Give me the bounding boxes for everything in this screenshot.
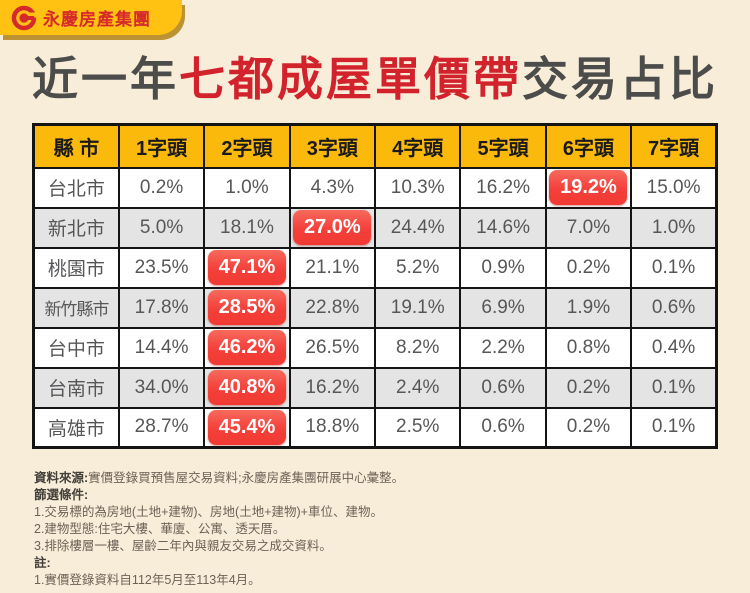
column-header-band2: 2字頭 xyxy=(203,123,291,169)
table-cell: 18.1% xyxy=(203,206,291,249)
table-cell: 17.8% xyxy=(117,286,206,329)
brand-logo-icon xyxy=(11,5,37,30)
filter-label: 篩選條件: xyxy=(34,488,89,502)
table-row-hsinchu: 新竹縣市 17.8% 28.5% 22.8% 19.1% 6.9% 1.9% 0… xyxy=(32,286,718,329)
brand-badge: 永慶房產集團 xyxy=(0,0,182,35)
table-row-taipei: 台北市 0.2% 1.0% 4.3% 10.3% 16.2% 19.2% 15.… xyxy=(32,166,718,209)
note-label: 註: xyxy=(34,556,51,570)
table-cell-highlighted: 28.5% xyxy=(203,286,291,329)
table-cell: 5.2% xyxy=(373,246,462,289)
table-row-taoyuan: 桃園市 23.5% 47.1% 21.1% 5.2% 0.9% 0.2% 0.1… xyxy=(32,246,718,289)
filter-item: 1.交易標的為房地(土地+建物)、房地(土地+建物)+車位、建物。 xyxy=(34,505,383,519)
note-label-line: 註: xyxy=(34,555,724,572)
table-cell: 10.3% xyxy=(373,166,462,209)
table-cell-highlighted: 45.4% xyxy=(203,406,291,449)
table-cell: 15.0% xyxy=(630,166,718,209)
table-cell: 22.8% xyxy=(288,286,377,329)
table-cell: 18.8% xyxy=(288,406,377,449)
table-cell: 34.0% xyxy=(117,366,206,409)
table-cell: 0.6% xyxy=(630,286,718,329)
page-title-emphasis: 七都成屋單價帶 xyxy=(179,53,522,105)
table-cell: 0.2% xyxy=(544,366,633,409)
page-title-prefix: 近一年 xyxy=(32,53,179,105)
table-cell: 0.2% xyxy=(544,246,633,289)
filter-item: 2.建物型態:住宅大樓、華廈、公寓、透天厝。 xyxy=(34,522,286,536)
table-cell-highlighted: 46.2% xyxy=(203,326,291,369)
table-cell: 14.4% xyxy=(117,326,206,369)
table-cell: 0.9% xyxy=(459,246,547,289)
row-header-city: 高雄市 xyxy=(32,406,120,449)
table-cell: 0.8% xyxy=(544,326,633,369)
table-row-tainan: 台南市 34.0% 40.8% 16.2% 2.4% 0.6% 0.2% 0.1… xyxy=(32,366,718,409)
table-cell: 28.7% xyxy=(117,406,206,449)
page-title-suffix: 交易占比 xyxy=(522,53,718,105)
table-cell: 7.0% xyxy=(544,206,633,249)
table-cell: 0.1% xyxy=(630,366,718,409)
table-cell: 1.0% xyxy=(630,206,718,249)
highlight-badge: 45.4% xyxy=(207,409,286,445)
table-cell: 0.6% xyxy=(459,406,547,449)
column-header-band7: 7字頭 xyxy=(630,123,718,169)
table-cell: 1.9% xyxy=(544,286,633,329)
price-band-table: 縣 市 1字頭 2字頭 3字頭 4字頭 5字頭 6字頭 7字頭 台北市 0.2%… xyxy=(32,123,718,449)
source-text: 實價登錄買預售屋交易資料;永慶房產集團研展中心彙整。 xyxy=(88,471,405,485)
table-cell-highlighted: 47.1% xyxy=(203,246,291,289)
table-cell: 2.4% xyxy=(373,366,462,409)
row-header-city: 台中市 xyxy=(32,326,120,369)
table-cell: 4.3% xyxy=(288,166,377,209)
row-header-city: 台北市 xyxy=(32,166,120,209)
table-cell: 19.1% xyxy=(373,286,462,329)
table-cell: 16.2% xyxy=(459,166,547,209)
table-cell: 0.1% xyxy=(630,246,718,289)
table-row-taichung: 台中市 14.4% 46.2% 26.5% 8.2% 2.2% 0.8% 0.4… xyxy=(32,326,718,369)
highlight-badge: 46.2% xyxy=(207,330,286,365)
highlight-badge: 40.8% xyxy=(207,370,286,405)
row-header-city: 台南市 xyxy=(32,366,120,409)
table-cell: 2.2% xyxy=(459,326,547,369)
source-label: 資料來源: xyxy=(34,471,89,485)
column-header-city: 縣 市 xyxy=(32,123,120,169)
table-cell-highlighted: 27.0% xyxy=(288,206,377,249)
column-header-band4: 4字頭 xyxy=(373,123,462,169)
table-cell: 0.1% xyxy=(630,406,718,449)
table-cell: 0.2% xyxy=(544,406,633,449)
table-cell: 14.6% xyxy=(459,206,547,249)
column-header-band6: 6字頭 xyxy=(544,123,633,169)
row-header-city: 新北市 xyxy=(32,206,120,249)
highlight-badge: 47.1% xyxy=(207,250,286,285)
table-cell: 8.2% xyxy=(373,326,462,369)
page-title: 近一年七都成屋單價帶交易占比 xyxy=(0,50,750,108)
row-header-city: 桃園市 xyxy=(32,246,120,289)
highlight-badge: 27.0% xyxy=(293,210,372,245)
brand-name: 永慶房產集團 xyxy=(43,10,151,29)
filter-item: 3.排除樓層一樓、屋齡二年內與親友交易之成交資料。 xyxy=(34,539,332,553)
table-cell: 24.4% xyxy=(373,206,462,249)
table-cell: 1.0% xyxy=(203,166,291,209)
table-cell: 21.1% xyxy=(288,246,377,289)
filter-label-line: 篩選條件: xyxy=(34,487,724,504)
column-header-band1: 1字頭 xyxy=(117,123,206,169)
table-cell: 23.5% xyxy=(117,246,206,289)
table-cell-highlighted: 19.2% xyxy=(544,166,633,209)
source-line: 資料來源:實價登錄買預售屋交易資料;永慶房產集團研展中心彙整。 xyxy=(34,470,724,487)
table-header-row: 縣 市 1字頭 2字頭 3字頭 4字頭 5字頭 6字頭 7字頭 xyxy=(32,123,718,169)
table-cell: 2.5% xyxy=(373,406,462,449)
table-cell: 0.4% xyxy=(630,326,718,369)
table-row-kaohsiung: 高雄市 28.7% 45.4% 18.8% 2.5% 0.6% 0.2% 0.1… xyxy=(32,406,718,449)
highlight-badge: 28.5% xyxy=(207,290,286,325)
column-header-band5: 5字頭 xyxy=(459,123,547,169)
table-cell: 26.5% xyxy=(288,326,377,369)
table-cell: 16.2% xyxy=(288,366,377,409)
highlight-badge: 19.2% xyxy=(549,170,628,205)
row-header-city: 新竹縣市 xyxy=(32,286,120,329)
table-row-newtaipei: 新北市 5.0% 18.1% 27.0% 24.4% 14.6% 7.0% 1.… xyxy=(32,206,718,249)
table-cell: 6.9% xyxy=(459,286,547,329)
footnotes: 資料來源:實價登錄買預售屋交易資料;永慶房產集團研展中心彙整。 篩選條件: 1.… xyxy=(34,470,724,589)
table-cell: 0.2% xyxy=(117,166,206,209)
table-cell: 0.6% xyxy=(459,366,547,409)
column-header-band3: 3字頭 xyxy=(288,123,377,169)
table-cell-highlighted: 40.8% xyxy=(203,366,291,409)
note-item: 1.實價登錄資料自112年5月至113年4月。 xyxy=(34,573,261,587)
table-cell: 5.0% xyxy=(117,206,206,249)
